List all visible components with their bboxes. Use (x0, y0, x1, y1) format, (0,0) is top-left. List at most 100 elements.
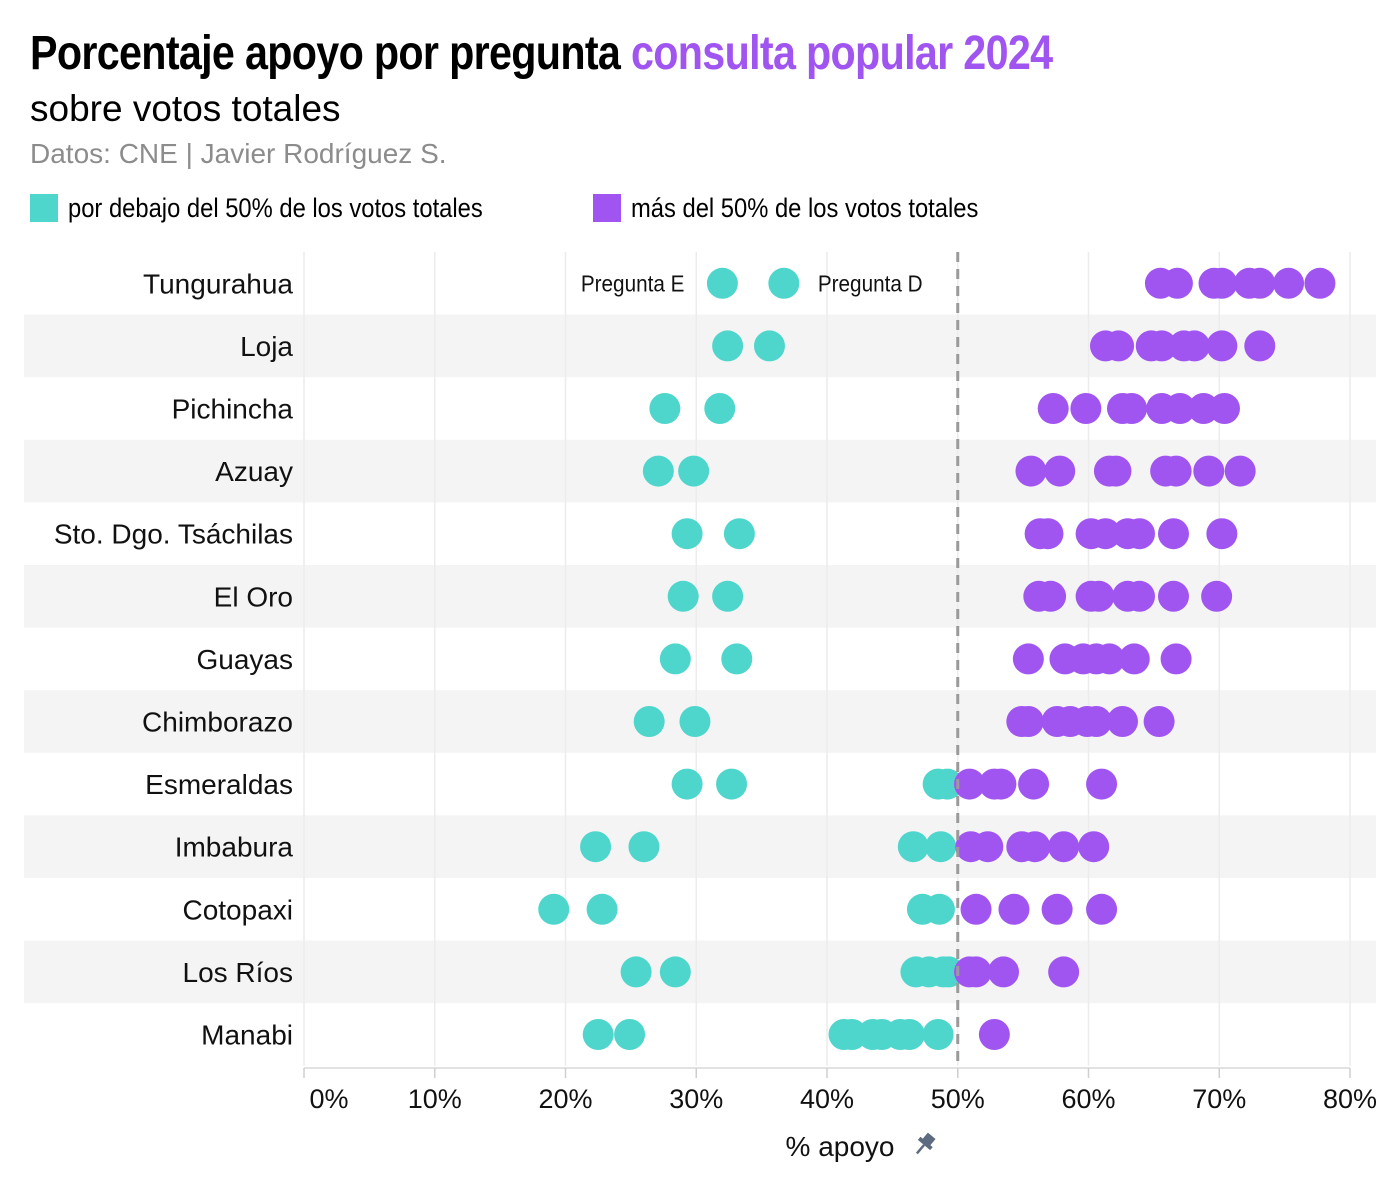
data-point (1224, 455, 1256, 487)
data-point (893, 1019, 925, 1050)
data-point (954, 768, 986, 800)
data-point (667, 580, 699, 612)
province-label-cotopaxi: Cotopaxi (182, 894, 293, 925)
data-point (671, 518, 703, 550)
data-point (1041, 893, 1073, 925)
province-row-pichincha (649, 393, 1240, 424)
pin-icon-head (922, 1132, 936, 1146)
data-point (1143, 706, 1175, 737)
data-point (712, 580, 744, 612)
province-row-manabi (582, 1019, 1010, 1050)
province-label-el-oro: El Oro (214, 581, 293, 612)
data-point (1103, 330, 1135, 362)
row-band (24, 815, 1376, 878)
province-row-cotopaxi (538, 893, 1118, 925)
data-point (1146, 330, 1178, 362)
x-tick-label: 0% (309, 1084, 348, 1114)
province-label-tungurahua: Tungurahua (143, 268, 293, 299)
data-point (1208, 393, 1240, 424)
data-point (753, 330, 785, 362)
data-point (998, 893, 1030, 925)
data-point (721, 643, 753, 675)
x-tick-label: 70% (1192, 1084, 1246, 1114)
data-point (649, 393, 681, 424)
x-tick-label: 10% (408, 1084, 462, 1114)
annotation-pregunta-d: Pregunta D (818, 270, 923, 296)
data-point (1123, 580, 1155, 612)
x-tick-label: 50% (931, 1084, 985, 1114)
province-row-loja (712, 330, 1276, 362)
pin-icon (915, 1132, 936, 1155)
province-label-sto-dgo-tsachilas: Sto. Dgo. Tsáchilas (54, 519, 293, 550)
data-point (960, 956, 992, 988)
data-point (586, 893, 618, 925)
province-label-los-rios: Los Ríos (183, 957, 294, 988)
data-point (628, 831, 660, 863)
data-point (679, 706, 711, 737)
province-label-chimborazo: Chimborazo (142, 707, 293, 738)
data-point (678, 455, 710, 487)
x-tick-label: 30% (669, 1084, 723, 1114)
data-point (1160, 455, 1192, 487)
data-point (1080, 706, 1112, 737)
data-point (1078, 831, 1110, 863)
data-point (1304, 267, 1336, 299)
legend-item-above: más del 50% de los votos totales (593, 193, 1026, 224)
province-row-azuay (642, 455, 1256, 487)
x-tick-label: 60% (1061, 1084, 1115, 1114)
data-point (931, 768, 963, 800)
x-tick-label: 20% (538, 1084, 592, 1114)
data-point (1015, 455, 1047, 487)
data-point (768, 267, 800, 299)
province-label-manabi: Manabi (201, 1020, 293, 1051)
data-point (538, 893, 570, 925)
title-main: Porcentaje apoyo por pregunta (30, 27, 621, 80)
annotation-pregunta-e: Pregunta E (581, 270, 685, 296)
data-point (897, 831, 929, 863)
x-axis-title: % apoyo (786, 1131, 895, 1162)
data-point (922, 1019, 954, 1050)
data-point (1018, 768, 1050, 800)
data-point (1106, 706, 1138, 737)
legend-swatch-below (30, 194, 58, 222)
data-point (1083, 580, 1115, 612)
data-point (1086, 768, 1118, 800)
data-point (723, 518, 755, 550)
province-row-guayas (659, 643, 1192, 675)
data-point (972, 831, 1004, 863)
province-label-imbabura: Imbabura (175, 832, 294, 863)
data-point (1116, 393, 1148, 424)
data-point (1089, 518, 1121, 550)
legend: por debajo del 50% de los votos totales … (30, 190, 1080, 226)
chart-title: Porcentaje apoyo por pregunta consulta p… (30, 26, 1053, 81)
data-point (923, 893, 955, 925)
legend-label-above: más del 50% de los votos totales (631, 192, 979, 223)
data-point (1035, 580, 1067, 612)
province-row-sto-dgo-tsachilas (671, 518, 1238, 550)
data-point (988, 956, 1020, 988)
province-row-los-rios (620, 956, 1080, 988)
data-point (1070, 393, 1102, 424)
data-point (985, 768, 1017, 800)
data-point (659, 956, 691, 988)
data-point (1019, 831, 1051, 863)
data-point (1093, 643, 1125, 675)
data-point (1244, 330, 1276, 362)
data-point (1123, 518, 1155, 550)
legend-swatch-above (593, 194, 622, 222)
data-point (659, 643, 691, 675)
province-label-azuay: Azuay (215, 456, 293, 487)
data-point (1100, 455, 1132, 487)
province-label-guayas: Guayas (197, 644, 294, 675)
province-label-pichincha: Pichincha (172, 394, 294, 425)
data-point (960, 893, 992, 925)
data-point (1206, 330, 1238, 362)
province-label-esmeraldas: Esmeraldas (145, 769, 293, 800)
data-point (1012, 706, 1044, 737)
data-point (1157, 580, 1189, 612)
data-point (1201, 580, 1233, 612)
data-point (1178, 330, 1210, 362)
data-point (1044, 455, 1076, 487)
data-point (642, 455, 674, 487)
